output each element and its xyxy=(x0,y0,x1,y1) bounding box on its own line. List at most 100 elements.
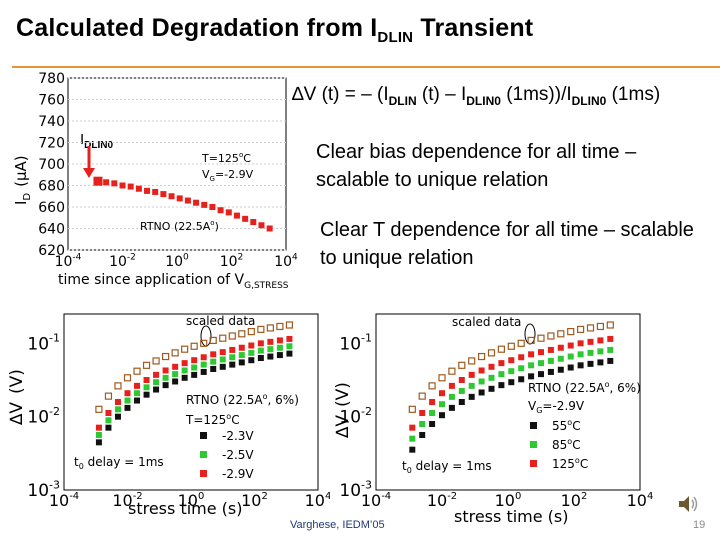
data-point xyxy=(119,182,126,189)
y-tick-label: 10-1 xyxy=(339,332,372,355)
speaker-icon[interactable] xyxy=(677,494,699,514)
data-point xyxy=(135,185,142,192)
data-points xyxy=(93,176,273,232)
scaled-data-point xyxy=(507,342,515,350)
data-point xyxy=(528,373,535,380)
data-point xyxy=(248,342,255,349)
data-point xyxy=(547,368,554,375)
y-tick-label: 720 xyxy=(38,136,65,152)
scaled-data-point xyxy=(257,325,265,333)
citation: Varghese, IEDM’05 xyxy=(290,519,385,531)
data-point xyxy=(607,335,614,342)
data-point xyxy=(225,209,232,216)
scaled-data-point xyxy=(478,352,486,361)
data-point xyxy=(219,363,226,370)
data-point xyxy=(242,215,249,222)
scaled-data-point xyxy=(190,342,198,350)
legend-label: 85oC xyxy=(552,437,581,452)
data-point xyxy=(587,338,594,345)
scaled-data-point xyxy=(247,328,255,336)
data-point xyxy=(233,212,240,219)
legend: -2.3V -2.5V -2.9V xyxy=(200,429,254,481)
data-point xyxy=(478,367,485,374)
title-divider xyxy=(12,66,720,68)
data-point xyxy=(153,386,160,393)
data-point xyxy=(134,390,141,397)
data-point xyxy=(498,371,505,378)
data-point xyxy=(567,353,574,360)
data-point xyxy=(419,410,426,416)
x-tick-label: 10-2 xyxy=(112,491,142,510)
data-point xyxy=(229,354,236,361)
data-point xyxy=(172,371,179,378)
delay-annotation: t0 delay = 1ms xyxy=(74,455,164,471)
data-point xyxy=(209,204,216,210)
scaled-data-marker xyxy=(524,323,536,345)
legend-label: -2.9V xyxy=(222,467,254,481)
scaled-data-point xyxy=(228,332,236,340)
scaled-data-point xyxy=(408,405,416,413)
data-point xyxy=(153,371,160,378)
scaled-data-point xyxy=(586,324,595,332)
data-point xyxy=(607,357,614,364)
y-tick-label: 10-3 xyxy=(339,478,372,501)
data-point xyxy=(248,349,255,356)
scaled-data-point xyxy=(438,374,446,382)
rtno-annotation: RTNO (22.5Ao, 6%) xyxy=(528,380,641,395)
data-point xyxy=(210,358,217,365)
data-point xyxy=(557,344,564,351)
data-point xyxy=(201,201,208,208)
scaled-data-point xyxy=(209,336,217,345)
plot-frame xyxy=(63,313,319,491)
data-point xyxy=(258,222,265,229)
temperature-dependence-text: Clear T dependence for all time – scalab… xyxy=(320,219,694,269)
data-point xyxy=(276,344,283,351)
data-point xyxy=(219,349,226,356)
y-tick-label: 10-1 xyxy=(27,332,60,355)
data-point xyxy=(498,360,505,367)
legend-marker xyxy=(200,451,207,458)
data-point xyxy=(181,374,188,381)
scaled-data-point xyxy=(152,357,160,365)
scaled-data-marker xyxy=(200,325,212,347)
scaled-data-point xyxy=(266,324,274,332)
data-point xyxy=(153,379,160,386)
data-point xyxy=(577,351,584,358)
legend: 55oC 85oC 125oC xyxy=(530,418,588,471)
data-point xyxy=(419,421,426,427)
data-point xyxy=(181,367,188,374)
data-point xyxy=(439,401,445,408)
data-point xyxy=(267,346,274,353)
y-tick-label: 640 xyxy=(38,222,65,238)
data-point xyxy=(508,368,515,375)
data-point xyxy=(597,337,604,344)
data-point xyxy=(127,183,134,190)
x-tick-labels: 10-4 10-2 100 102 104 xyxy=(49,491,330,510)
data-point xyxy=(162,382,169,389)
delay-annotation: t0 delay = 1ms xyxy=(402,459,492,475)
data-point xyxy=(597,359,604,366)
data-point xyxy=(538,371,544,378)
title-main: Calculated Degradation from I xyxy=(16,14,378,42)
legend-marker xyxy=(200,470,207,477)
scaled-data-point xyxy=(448,367,456,375)
data-point xyxy=(238,344,245,351)
data-point xyxy=(93,176,103,186)
legend-marker xyxy=(530,441,537,448)
scaled-data-point xyxy=(537,334,545,342)
data-point xyxy=(498,382,505,389)
data-point xyxy=(577,340,584,347)
slide-title: Calculated Degradation from IDLIN Transi… xyxy=(16,14,533,46)
page-number: 19 xyxy=(693,519,706,531)
data-point xyxy=(587,349,594,356)
scaled-data-point xyxy=(428,382,436,390)
data-point xyxy=(191,364,198,371)
scaled-data-label: scaled data xyxy=(186,314,255,328)
scaled-data-point xyxy=(238,330,246,338)
legend-label: 55oC xyxy=(552,418,581,433)
data-point xyxy=(488,385,495,392)
data-point xyxy=(607,346,614,353)
data-point xyxy=(409,435,416,442)
data-point xyxy=(286,343,293,350)
